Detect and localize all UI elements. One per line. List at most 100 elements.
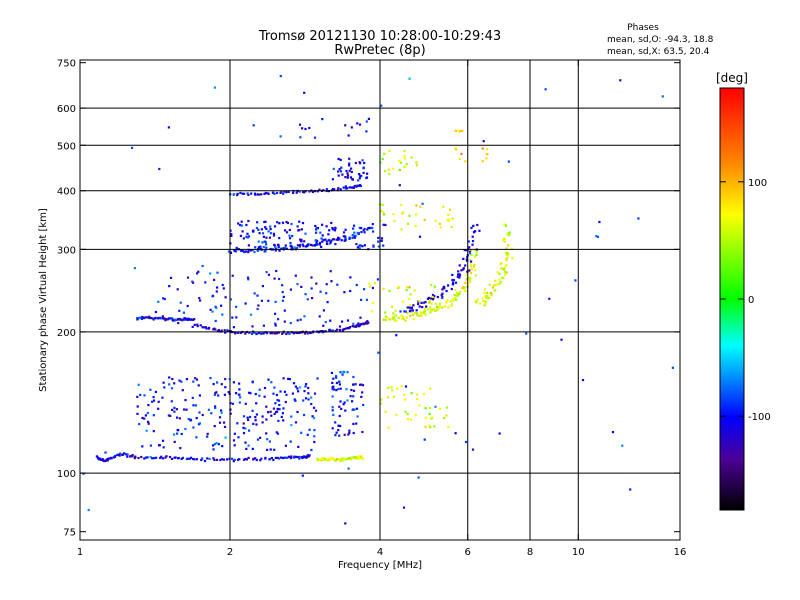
echo-point xyxy=(464,440,468,444)
echo-point xyxy=(342,403,345,406)
echo-point xyxy=(344,237,347,240)
echo-point xyxy=(155,456,158,459)
echo-point xyxy=(300,240,303,243)
echo-point xyxy=(192,404,195,407)
echo-point xyxy=(452,282,455,286)
echo-point xyxy=(464,281,467,285)
echo-point xyxy=(346,172,349,175)
echo-point xyxy=(402,316,405,319)
echo-point xyxy=(195,458,198,461)
echo-point xyxy=(221,313,224,316)
echo-point xyxy=(313,435,316,438)
echo-point xyxy=(331,427,334,430)
echo-point xyxy=(331,457,335,460)
echo-point xyxy=(425,305,428,308)
echo-point xyxy=(245,235,248,238)
echo-point xyxy=(346,371,349,374)
echo-point xyxy=(233,444,236,447)
echo-point xyxy=(498,272,501,275)
echo-point xyxy=(237,436,240,439)
echo-point xyxy=(474,230,477,233)
echo-point xyxy=(399,161,402,164)
echo-point xyxy=(308,428,311,431)
echo-point xyxy=(337,174,340,177)
echo-point xyxy=(196,272,199,275)
echo-point xyxy=(361,245,364,248)
echo-point xyxy=(276,410,279,413)
echo-point xyxy=(231,274,234,277)
echo-point xyxy=(345,187,349,190)
echo-point xyxy=(187,318,191,321)
echo-point xyxy=(510,247,514,250)
echo-point xyxy=(348,157,351,160)
echo-point xyxy=(252,422,255,425)
echo-point xyxy=(504,270,507,273)
echo-point xyxy=(278,408,281,411)
echo-point xyxy=(291,392,294,395)
echo-point xyxy=(255,458,258,462)
echo-point xyxy=(333,229,336,232)
echo-point xyxy=(262,245,265,248)
echo-point xyxy=(441,306,444,309)
echo-point xyxy=(353,408,356,411)
echo-point xyxy=(211,310,214,313)
echo-point xyxy=(220,411,223,414)
echo-point xyxy=(196,325,199,328)
echo-point xyxy=(430,283,433,286)
echo-point xyxy=(263,395,266,398)
echo-point xyxy=(346,174,350,177)
echo-point xyxy=(493,284,496,287)
echo-point xyxy=(306,332,309,335)
echo-point xyxy=(291,235,294,238)
echo-point xyxy=(206,435,209,438)
echo-point xyxy=(393,319,397,322)
echo-point xyxy=(239,191,242,194)
echo-point xyxy=(292,332,295,335)
echo-point xyxy=(296,331,299,335)
echo-point xyxy=(118,453,121,456)
echo-point xyxy=(287,377,290,380)
echo-point xyxy=(273,225,277,228)
echo-point xyxy=(348,327,351,330)
echo-point xyxy=(202,326,205,329)
echo-point xyxy=(325,292,328,295)
echo-point xyxy=(486,294,489,298)
echo-point xyxy=(193,323,196,326)
echo-point xyxy=(418,404,421,407)
echo-point xyxy=(357,323,360,326)
echo-point xyxy=(267,192,270,195)
echo-point xyxy=(322,239,325,242)
echo-point xyxy=(175,318,178,321)
echo-point xyxy=(134,455,137,458)
echo-point xyxy=(338,434,341,437)
echo-point xyxy=(150,317,153,320)
echo-point xyxy=(184,427,187,431)
echo-point xyxy=(403,157,406,160)
echo-point xyxy=(267,230,270,233)
echo-point xyxy=(313,429,316,432)
echo-point xyxy=(343,291,346,294)
echo-point xyxy=(365,298,368,301)
echo-point xyxy=(352,325,355,328)
echo-point xyxy=(611,431,615,434)
echo-point xyxy=(429,309,432,312)
echo-point xyxy=(339,387,342,390)
echo-point xyxy=(194,404,197,407)
echo-point xyxy=(391,389,394,392)
echo-point xyxy=(319,330,322,333)
echo-point xyxy=(274,322,277,325)
echo-point xyxy=(423,310,426,313)
echo-point xyxy=(415,204,418,207)
echo-point xyxy=(307,386,310,390)
echo-point xyxy=(296,319,299,322)
echo-point xyxy=(256,307,259,311)
echo-point xyxy=(274,249,277,252)
echo-point xyxy=(337,238,340,241)
echo-point xyxy=(274,300,277,303)
echo-point xyxy=(158,167,161,171)
echo-point xyxy=(421,312,424,315)
echo-point xyxy=(637,217,640,220)
echo-point xyxy=(358,226,361,229)
echo-point xyxy=(244,302,247,305)
echo-point xyxy=(408,214,411,217)
